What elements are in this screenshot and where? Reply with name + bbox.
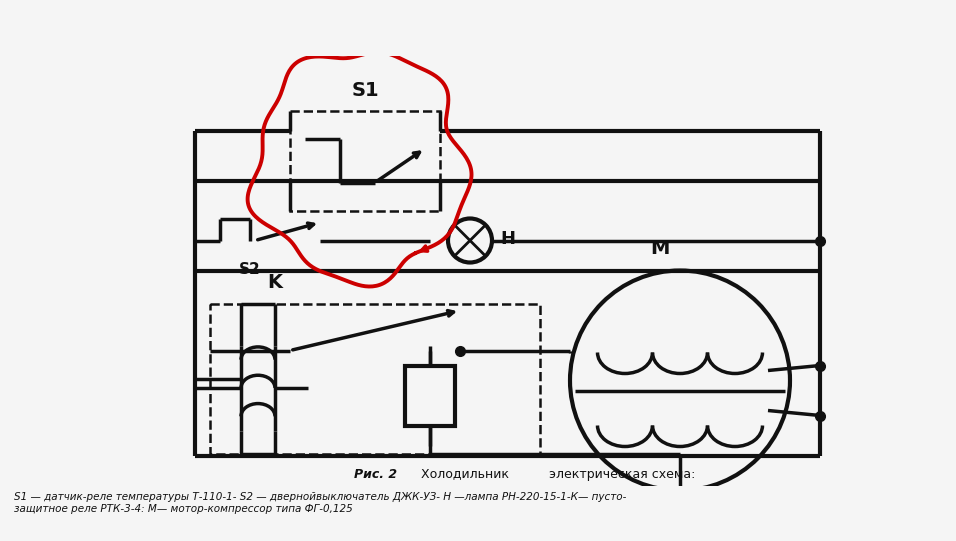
Text: S1: S1: [351, 82, 379, 101]
Bar: [290, 110, 440, 210]
Text: Холодильник          электрическая схема:: Холодильник электрическая схема:: [421, 468, 695, 481]
Text: M: M: [650, 240, 670, 259]
Text: H: H: [500, 229, 515, 247]
Text: S2: S2: [239, 262, 261, 278]
Bar: [210, 304, 540, 453]
Text: S1 — датчик-реле температуры Т-110-1- S2 — двернойвыключатель ДЖК-УЗ- Н —лампа Р: S1 — датчик-реле температуры Т-110-1- S2…: [14, 492, 627, 514]
Bar: [405, 366, 455, 426]
Text: Рис. 2: Рис. 2: [354, 468, 402, 481]
Text: K: K: [268, 273, 283, 292]
